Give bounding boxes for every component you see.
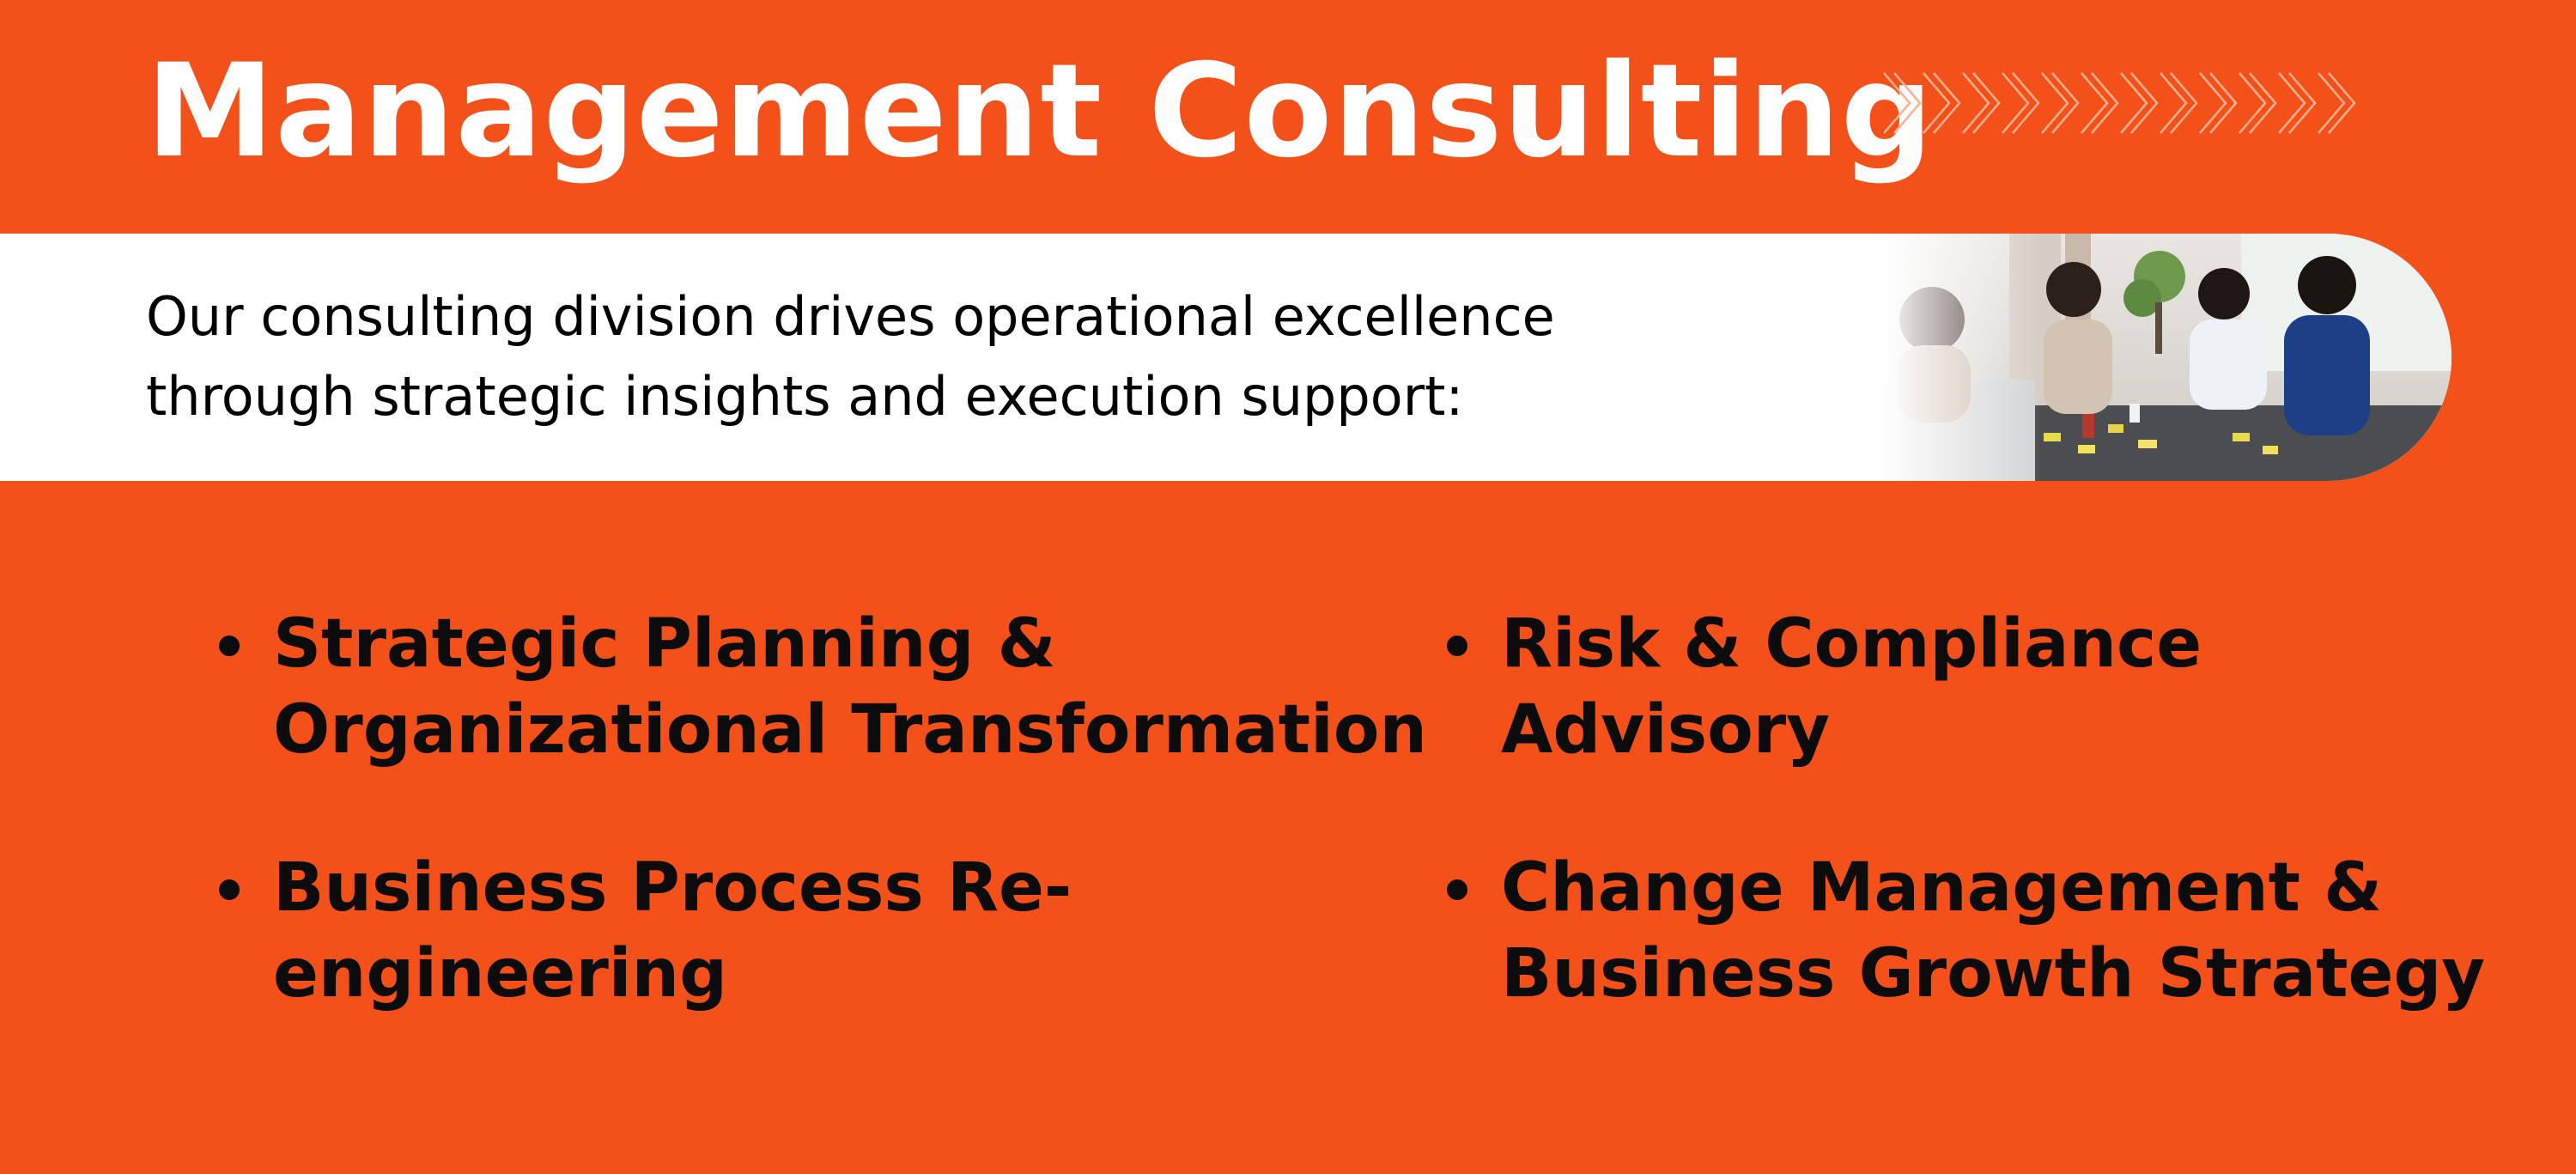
chevron-right-outline-icon (2160, 72, 2188, 134)
bullet-dot-icon (219, 879, 240, 900)
bullet-dot-icon (1447, 879, 1467, 900)
service-item: Business Process Re- engineering (219, 845, 1072, 1017)
chevron-right-outline-icon (2002, 72, 2030, 134)
service-line: Change Management & (1501, 849, 2383, 927)
chevron-right-outline-icon (2288, 72, 2317, 134)
intro-line-1: Our consulting division drives operation… (146, 285, 1555, 348)
service-line: Organizational Transformation (273, 691, 1427, 769)
intro-line-2: through strategic insights and execution… (146, 365, 1464, 428)
service-line: Business Process Re- (273, 849, 1072, 927)
chevron-right-outline-icon (2041, 72, 2069, 134)
service-line: Risk & Compliance (1501, 605, 2202, 683)
chevron-right-outline-icon (2318, 72, 2346, 134)
chevron-right-outline-icon (1923, 72, 1951, 134)
service-item: Risk & Compliance Advisory (1447, 601, 2202, 773)
page-title: Management Consulting (146, 37, 1935, 186)
chevron-right-outline-icon (1962, 72, 1990, 134)
bullet-dot-icon (1447, 636, 1467, 656)
chevron-right-outline-icon (2199, 72, 2227, 134)
chevron-right-outline-icon (2239, 72, 2267, 134)
service-item: Strategic Planning & Organizational Tran… (219, 601, 1427, 773)
chevron-right-outline-icon (2012, 72, 2040, 134)
chevron-right-outline-icon (2278, 72, 2306, 134)
chevron-right-outline-icon (2328, 72, 2356, 134)
chevron-right-outline-icon (1972, 72, 2001, 134)
service-line: Business Growth Strategy (1501, 935, 2486, 1013)
chevron-right-outline-icon (2081, 72, 2109, 134)
chevron-row-decoration (1883, 72, 2356, 134)
service-line: Advisory (1501, 691, 1831, 769)
chevron-right-outline-icon (1883, 72, 1911, 134)
chevron-right-outline-icon (2051, 72, 2080, 134)
service-line: Strategic Planning & (273, 605, 1056, 683)
chevron-right-outline-icon (1933, 72, 1961, 134)
chevron-right-outline-icon (2120, 72, 2148, 134)
service-item: Change Management & Business Growth Stra… (1447, 845, 2486, 1017)
chevron-right-outline-icon (2091, 72, 2119, 134)
intro-text: Our consulting division drives operation… (146, 277, 1820, 436)
chevron-right-outline-icon (2209, 72, 2238, 134)
team-meeting-photo (1880, 234, 2451, 481)
intro-band: Our consulting division drives operation… (0, 234, 2451, 481)
chevron-right-outline-icon (2170, 72, 2198, 134)
service-line: engineering (273, 935, 727, 1013)
chevron-right-outline-icon (2130, 72, 2159, 134)
chevron-right-outline-icon (2249, 72, 2277, 134)
chevron-right-outline-icon (1893, 72, 1922, 134)
bullet-dot-icon (219, 636, 240, 656)
